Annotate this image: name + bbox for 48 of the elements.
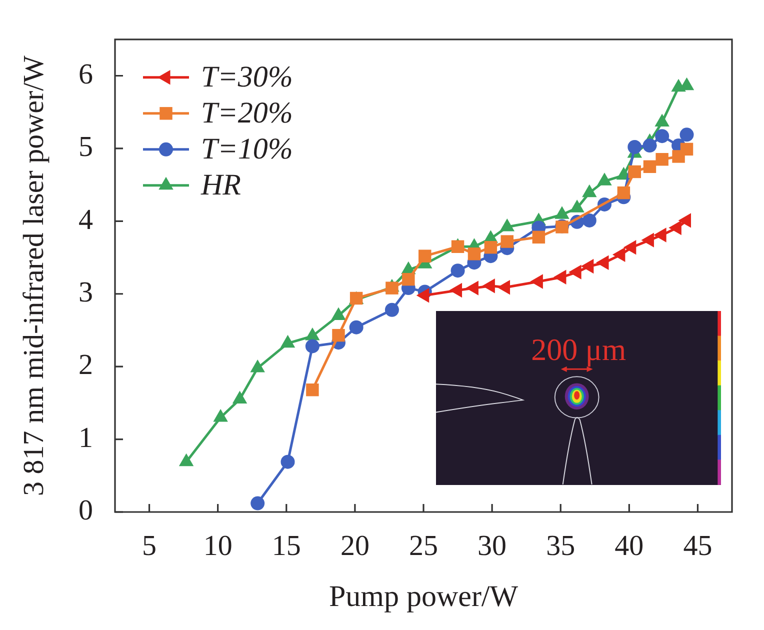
point xyxy=(642,138,657,153)
point xyxy=(656,153,668,166)
point xyxy=(384,302,399,317)
point xyxy=(280,454,295,469)
x-axis-title: Pump power/W xyxy=(328,580,519,613)
y-tick-label: 1 xyxy=(78,422,93,454)
point xyxy=(306,383,319,396)
point xyxy=(617,186,630,200)
legend-label: T=10% xyxy=(201,132,293,166)
point xyxy=(680,128,694,142)
x-tick-label: 45 xyxy=(683,530,712,562)
point xyxy=(484,240,498,254)
x-tick-label: 30 xyxy=(478,530,507,562)
y-tick-label: 2 xyxy=(78,349,93,382)
x-tick-label: 25 xyxy=(409,530,438,562)
point xyxy=(386,282,398,294)
point xyxy=(680,142,694,156)
point xyxy=(418,250,432,262)
point xyxy=(532,230,546,244)
y-tick-label: 0 xyxy=(78,494,93,527)
legend-label: HR xyxy=(200,168,241,202)
point xyxy=(332,328,345,342)
y-tick-label: 5 xyxy=(78,131,93,164)
x-tick-label: 35 xyxy=(546,530,576,562)
point xyxy=(628,140,642,154)
x-tick-label: 10 xyxy=(203,530,232,562)
point xyxy=(628,165,642,178)
x-tick-label: 40 xyxy=(614,530,644,562)
y-tick-label: 4 xyxy=(78,204,94,236)
x-tick-label: 20 xyxy=(340,530,370,562)
y-tick-label: 3 xyxy=(78,276,93,308)
point xyxy=(250,496,265,510)
y-axis-title: 3 817 nm mid-infrared laser power/W xyxy=(18,54,50,496)
y-tick-label: 6 xyxy=(78,58,93,90)
point xyxy=(450,264,465,278)
point xyxy=(402,272,415,286)
point xyxy=(655,129,670,144)
point xyxy=(305,339,320,354)
point xyxy=(468,248,481,260)
annotation: 200 μm xyxy=(531,332,626,368)
x-tick-label: 15 xyxy=(272,530,301,562)
point xyxy=(643,160,656,174)
legend-label: T=30% xyxy=(201,60,293,94)
x-tick-label: 5 xyxy=(142,530,157,562)
point xyxy=(582,213,596,228)
legend-label: T=20% xyxy=(201,96,293,130)
point xyxy=(500,235,514,248)
point xyxy=(349,320,364,334)
